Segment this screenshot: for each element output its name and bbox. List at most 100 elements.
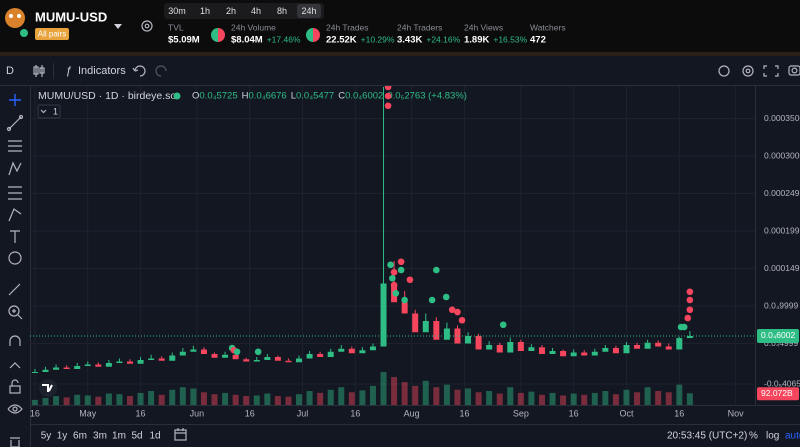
volume-bar [359, 390, 366, 405]
range-button[interactable]: 1y [57, 431, 68, 442]
trade-marker [390, 281, 398, 289]
stat-label: Watchers [530, 22, 566, 32]
x-tick-label: 16 [350, 408, 360, 418]
trade-marker [442, 293, 450, 301]
pane-index: 1 [53, 106, 58, 116]
candle-body [612, 348, 619, 354]
candle-body [644, 342, 651, 349]
timeframe[interactable]: 1h [200, 6, 210, 16]
candle-body [528, 347, 535, 351]
volume-bar [42, 398, 49, 405]
volume-bar [95, 396, 102, 405]
clock: 20:53:45 (UTC+2) [667, 431, 747, 442]
y-tick-label: 0.00035000 [764, 113, 800, 123]
plot [31, 86, 694, 405]
timeframe[interactable]: 2h [226, 6, 236, 16]
volume-bar [422, 380, 429, 405]
header-bg [0, 0, 800, 52]
candle-body [222, 354, 229, 358]
percent-toggle[interactable]: % [749, 431, 758, 442]
undo[interactable] [132, 65, 146, 77]
pane-box[interactable] [37, 104, 61, 119]
dropdown[interactable] [114, 24, 122, 29]
volume-bar [306, 391, 313, 405]
log-toggle[interactable]: log [766, 431, 779, 442]
candle-body [348, 348, 355, 354]
candle-body [63, 367, 70, 369]
chart-title: MUMU/USD · 1D · birdeye.so [38, 90, 176, 102]
candle-body [148, 358, 155, 360]
candle-body [274, 357, 281, 361]
trade-marker [387, 261, 394, 269]
calendar[interactable] [174, 428, 187, 441]
volume-bar [222, 392, 229, 405]
readout-value: 0.0₄5477 [296, 91, 334, 102]
candle-body [53, 367, 60, 370]
timeframe[interactable]: 4h [251, 6, 261, 16]
candle-body [560, 351, 567, 357]
volume-bar [612, 394, 619, 405]
volume-bar [676, 384, 683, 405]
volume-bar [570, 393, 577, 405]
trade-marker [233, 348, 241, 356]
candle-body [317, 354, 324, 357]
candle-body [676, 338, 683, 350]
volume-bar [465, 388, 472, 405]
volume-bar [665, 392, 672, 405]
trade-marker [680, 323, 688, 331]
indicators[interactable]: Indicators [78, 65, 126, 77]
x-tick-label: 16 [569, 408, 579, 418]
stat-label: 24h Traders [397, 22, 442, 32]
y-tick-label: 0.00014999 [764, 263, 800, 273]
range-button[interactable]: 6m [73, 431, 87, 442]
candle-body [253, 360, 260, 362]
candle-type[interactable] [33, 65, 45, 77]
range-button[interactable]: 5y [41, 431, 52, 442]
settings[interactable] [141, 20, 153, 32]
stat-value: $8.04M [231, 35, 263, 46]
y-tick-label: 0.0₄9999 [764, 300, 798, 310]
range-button[interactable]: 1d [149, 431, 160, 442]
logo[interactable] [5, 8, 28, 37]
volume-bar [285, 396, 292, 405]
trade-marker [454, 308, 461, 316]
volume-bar [211, 394, 218, 405]
drawing-tools[interactable] [6, 94, 24, 447]
trade-marker [254, 348, 262, 356]
volume-bar [179, 387, 186, 405]
x-tick-label: 16 [459, 408, 469, 418]
timeframe[interactable]: 8h [277, 6, 287, 16]
volume-bar [496, 393, 503, 405]
volume-bar [148, 391, 155, 405]
candle-body [211, 354, 218, 358]
stat-value: 22.52K [326, 35, 357, 46]
volume-bar [127, 396, 133, 405]
timeframe[interactable]: 24h [301, 6, 316, 16]
volume-bar [517, 392, 524, 405]
pane-chevron [40, 109, 47, 114]
interval[interactable]: D [6, 65, 14, 77]
range-button[interactable]: 5d [131, 431, 142, 442]
candle-body [380, 283, 387, 347]
badge [35, 28, 69, 40]
range-button[interactable]: 3m [93, 431, 107, 442]
stat-icon [313, 28, 320, 42]
y-tick-label: 0.00030000 [764, 150, 800, 160]
stat-icon [306, 28, 313, 42]
volume-bar [412, 385, 419, 405]
redo[interactable] [155, 65, 167, 77]
candle-body [412, 313, 419, 333]
volume-bar [486, 391, 493, 405]
timeframe[interactable]: 30m [168, 6, 186, 16]
candle-body [264, 357, 271, 360]
candle-body [433, 321, 440, 340]
trade-marker [686, 288, 694, 296]
stat-icon [211, 28, 218, 42]
trade-marker [392, 289, 400, 297]
range-button[interactable]: 1m [112, 431, 126, 442]
auto-toggle[interactable]: auto [785, 431, 800, 442]
candle-body [285, 360, 292, 363]
right-tools[interactable] [718, 65, 800, 77]
